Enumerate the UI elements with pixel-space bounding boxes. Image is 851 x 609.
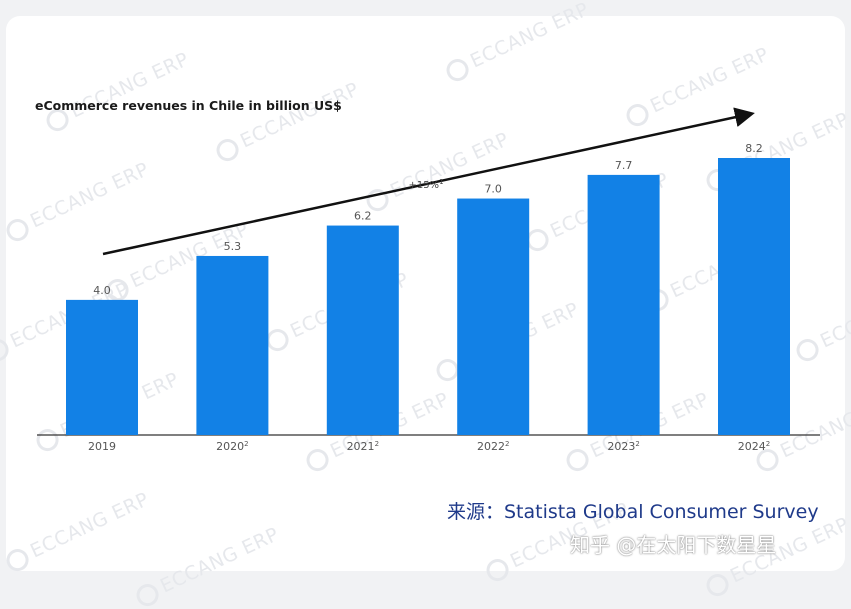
value-label-2024: 8.2 (745, 142, 763, 155)
x-tick-label-2020: 20202 (216, 440, 248, 453)
x-tick-label-2021: 20212 (347, 440, 379, 453)
bar-2021 (326, 225, 399, 435)
growth-trend-arrow (102, 107, 755, 256)
bar-2019 (66, 299, 138, 435)
bar-chart: 4.0 2019 5.3 20202 6.2 20212 7.0 20222 7.7 20232 8… (37, 107, 820, 453)
bar-2024 (718, 158, 790, 435)
value-label-2021: 6.2 (354, 210, 372, 223)
chart-card (6, 16, 845, 571)
bar-2022 (457, 198, 530, 435)
source-caption: 来源：Statista Global Consumer Survey (447, 501, 819, 523)
bar-2023 (587, 174, 660, 435)
value-label-2023: 7.7 (615, 159, 633, 172)
x-tick-label-2023: 20232 (607, 440, 639, 453)
x-tick-label-2024: 20242 (738, 440, 770, 453)
value-label-2022: 7.0 (484, 183, 502, 196)
bar-2020 (196, 255, 269, 435)
value-label-2020: 5.3 (224, 240, 242, 253)
watermark-ring-icon (132, 580, 162, 609)
chart-title: eCommerce revenues in Chile in billion U… (35, 98, 342, 113)
value-label-2019: 4.0 (93, 284, 111, 297)
x-tick-label-2022: 20222 (477, 440, 509, 453)
x-tick-label-2019: 2019 (88, 440, 116, 453)
credit-watermark: 知乎 @在太阳下数星星 (570, 533, 777, 557)
growth-annotation: +15%1 (408, 178, 443, 191)
